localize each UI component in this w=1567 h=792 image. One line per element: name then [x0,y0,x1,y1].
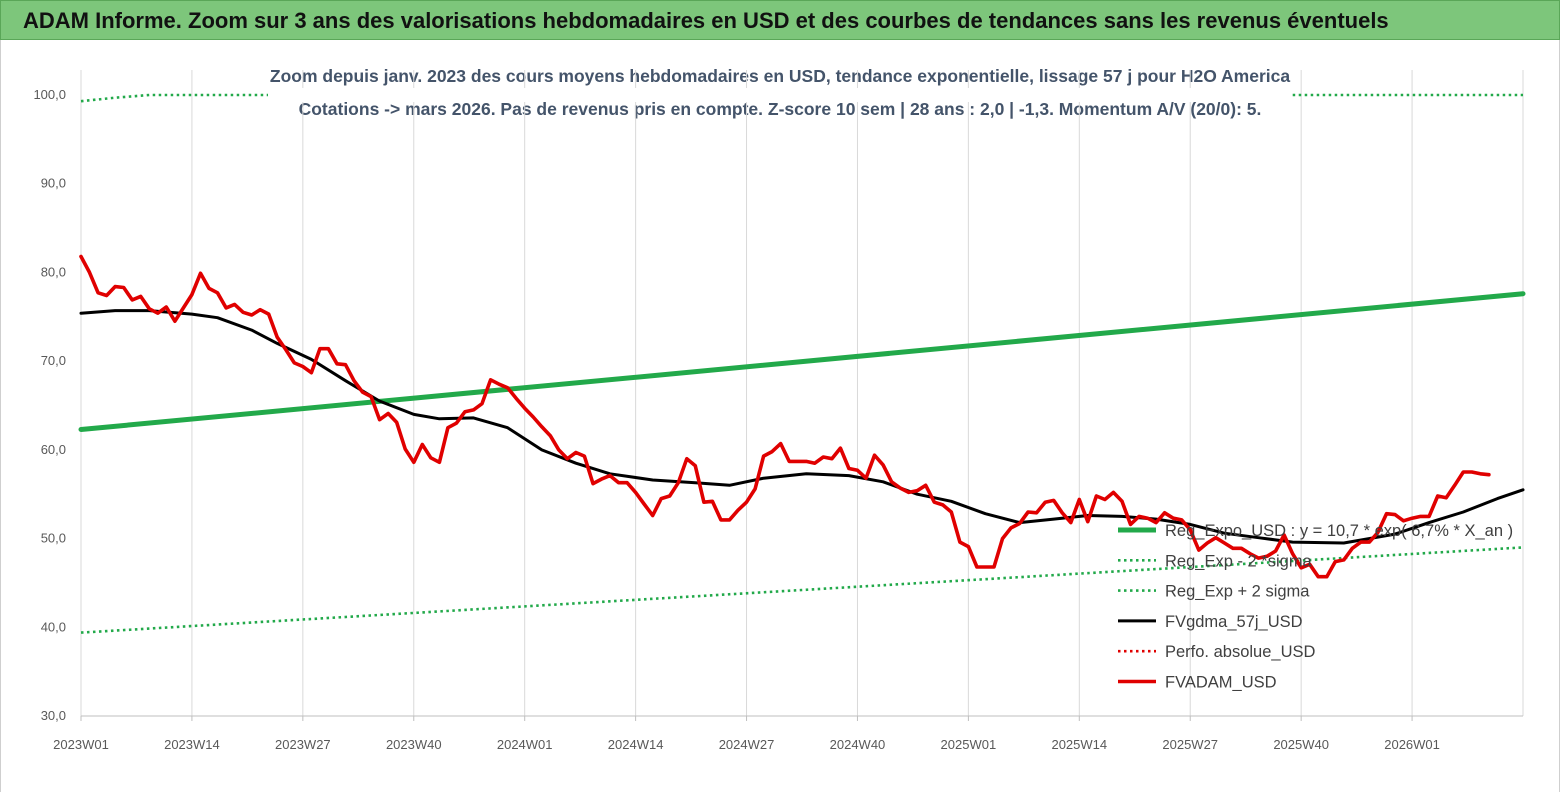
report-title: ADAM Informe. Zoom sur 3 ans des valoris… [23,8,1389,33]
x-tick-label: 2025W14 [1051,737,1107,752]
legend: Reg_Expo_USD : y = 10,7 * exp( 6,7% * X_… [1118,522,1513,692]
header-banner: ADAM Informe. Zoom sur 3 ans des valoris… [0,0,1560,40]
legend-label: Reg_Exp - 2 *sigma [1165,552,1313,570]
x-tick-label: 2025W01 [941,737,997,752]
x-tick-label: 2025W27 [1162,737,1218,752]
series-line-0 [78,291,1526,432]
series-line-1 [80,546,1524,634]
x-tick-label: 2023W14 [164,737,220,752]
legend-label: Reg_Expo_USD : y = 10,7 * exp( 6,7% * X_… [1165,522,1513,540]
x-tick-label: 2023W40 [386,737,442,752]
legend-label: Perfo. absolue_USD [1165,643,1316,661]
y-tick-label: 90,0 [41,176,66,191]
y-tick-label: 30,0 [41,708,66,723]
y-tick-label: 60,0 [41,442,66,457]
legend-label: FVADAM_USD [1165,674,1277,692]
y-tick-label: 70,0 [41,353,66,368]
x-tick-label: 2025W40 [1273,737,1329,752]
series-line-3 [79,309,1525,545]
legend-label: Reg_Exp + 2 sigma [1165,583,1310,601]
x-tick-label: 2023W27 [275,737,331,752]
grid-lines [80,70,1524,716]
y-axis: 30,0 40,0 50,0 60,0 70,0 80,0 90,0 100,0 [33,87,66,723]
x-tick-label: 2024W01 [497,737,553,752]
x-tick-label: 2023W01 [53,737,109,752]
y-tick-label: 80,0 [41,264,66,279]
chart-frame [0,40,1560,792]
x-tick-label: 2024W14 [608,737,664,752]
chart-title-line-2: Cotations -> mars 2026. Pas de revenus p… [298,99,1262,119]
x-tick-label: 2024W40 [830,737,886,752]
y-tick-label: 40,0 [41,619,66,634]
series-lines [78,88,1526,634]
x-axis: 2023W01 2023W14 2023W27 2023W40 2024W01 2024W… [53,715,1523,752]
x-tick-label: 2024W27 [719,737,775,752]
y-tick-label: 100,0 [33,87,66,102]
series-line-5 [79,254,1491,579]
title-backdrop [268,88,1292,102]
legend-label: FVgdma_57j_USD [1165,613,1303,631]
x-tick-label: 2026W01 [1384,737,1440,752]
y-tick-label: 50,0 [41,531,66,546]
